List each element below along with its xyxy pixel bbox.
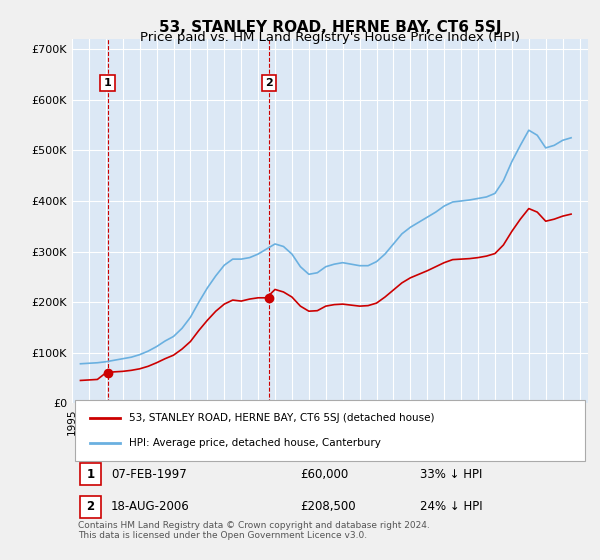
Text: £60,000: £60,000 — [300, 468, 348, 480]
Text: 2: 2 — [86, 501, 95, 514]
Text: 07-FEB-1997: 07-FEB-1997 — [111, 468, 187, 480]
Text: Contains HM Land Registry data © Crown copyright and database right 2024.
This d: Contains HM Land Registry data © Crown c… — [78, 521, 430, 540]
Text: Price paid vs. HM Land Registry's House Price Index (HPI): Price paid vs. HM Land Registry's House … — [140, 31, 520, 44]
Text: 1: 1 — [86, 468, 95, 480]
Text: £208,500: £208,500 — [300, 501, 356, 514]
Text: 33% ↓ HPI: 33% ↓ HPI — [420, 468, 482, 480]
Text: 1: 1 — [104, 78, 112, 88]
Text: 18-AUG-2006: 18-AUG-2006 — [111, 501, 190, 514]
Text: 53, STANLEY ROAD, HERNE BAY, CT6 5SJ (detached house): 53, STANLEY ROAD, HERNE BAY, CT6 5SJ (de… — [129, 413, 434, 423]
Text: 24% ↓ HPI: 24% ↓ HPI — [420, 501, 482, 514]
Text: HPI: Average price, detached house, Canterbury: HPI: Average price, detached house, Cant… — [129, 437, 381, 447]
Text: 53, STANLEY ROAD, HERNE BAY, CT6 5SJ: 53, STANLEY ROAD, HERNE BAY, CT6 5SJ — [159, 20, 501, 35]
Text: 2: 2 — [265, 78, 272, 88]
